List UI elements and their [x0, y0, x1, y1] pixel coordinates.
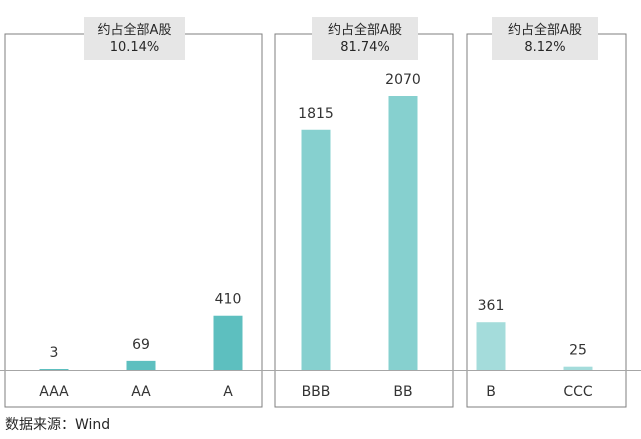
- value-label-b: 361: [478, 298, 505, 314]
- share-box-low: [492, 17, 598, 60]
- value-label-ccc: 25: [569, 343, 587, 359]
- share-box-mid: [312, 17, 418, 60]
- value-label-aaa: 3: [50, 345, 59, 361]
- bar-aaa: [39, 369, 69, 370]
- category-label-aa: AA: [131, 384, 151, 400]
- category-label-ccc: CCC: [563, 384, 593, 400]
- category-label-b: B: [486, 384, 496, 400]
- group-box-high: [4, 33, 263, 408]
- category-label-a: A: [223, 384, 233, 400]
- bar-aa: [126, 360, 156, 370]
- category-label-aaa: AAA: [39, 384, 69, 400]
- value-label-a: 410: [215, 292, 242, 308]
- bar-b: [476, 322, 506, 370]
- bar-bbb: [301, 129, 331, 370]
- value-label-aa: 69: [132, 337, 150, 353]
- share-box-high: [84, 17, 185, 60]
- share-value-high: 10.14%: [110, 40, 160, 55]
- bar-bb: [388, 96, 418, 370]
- share-value-mid: 81.74%: [340, 40, 390, 55]
- value-label-bb: 2070: [385, 72, 421, 88]
- share-title-mid: 约占全部A股: [328, 22, 402, 38]
- share-value-low: 8.12%: [524, 40, 565, 55]
- group-box-low: [466, 33, 627, 408]
- bar-a: [213, 315, 243, 370]
- category-label-bbb: BBB: [302, 384, 331, 400]
- category-label-bb: BB: [393, 384, 412, 400]
- share-title-high: 约占全部A股: [98, 22, 172, 38]
- value-label-bbb: 1815: [298, 106, 334, 122]
- bar-ccc: [563, 366, 593, 370]
- rating-bar-chart: 约占全部A股 10.14% 约占全部A股 81.74% 约占全部A股 8.12%…: [0, 17, 641, 408]
- group-box-mid: [274, 33, 454, 408]
- share-title-low: 约占全部A股: [508, 22, 582, 38]
- data-source-note: 数据来源：Wind: [5, 417, 111, 433]
